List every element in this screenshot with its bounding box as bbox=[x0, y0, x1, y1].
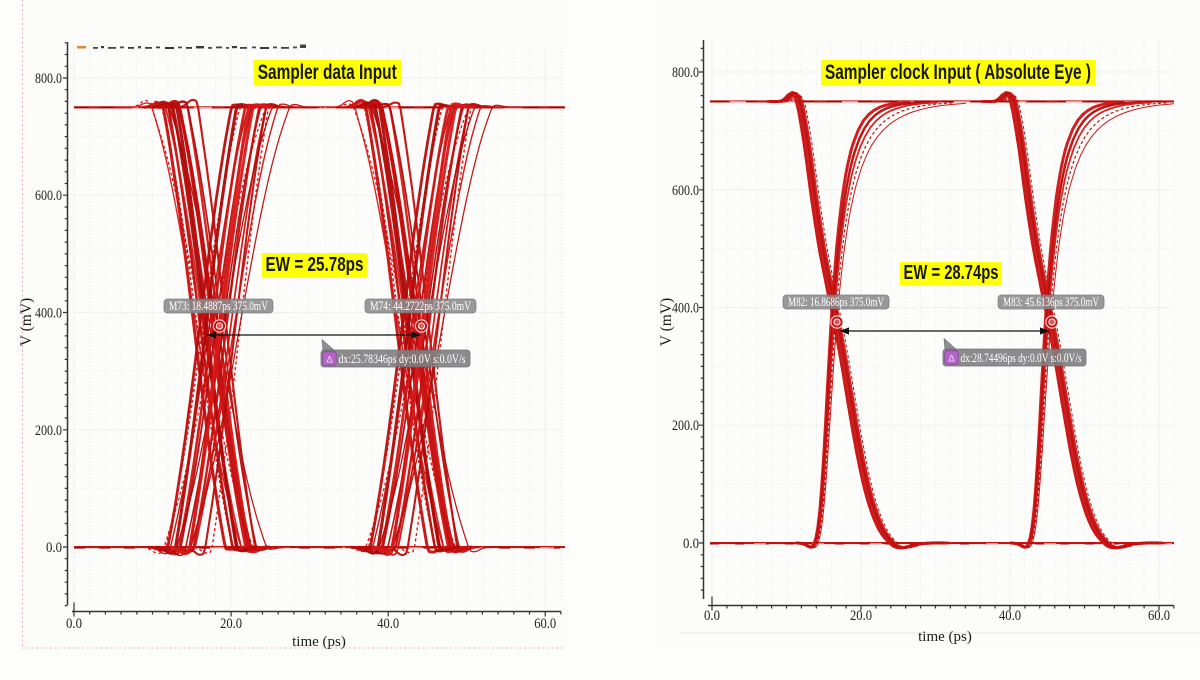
svg-text:Sampler clock Input ( Absolute: Sampler clock Input ( Absolute Eye ) bbox=[825, 61, 1091, 84]
svg-text:M74: 44.2722ps 375.0mV: M74: 44.2722ps 375.0mV bbox=[370, 299, 471, 313]
svg-text:800.0: 800.0 bbox=[35, 71, 62, 87]
svg-text:M83: 45.6136ps 375.0mV: M83: 45.6136ps 375.0mV bbox=[1003, 295, 1099, 309]
svg-text:EW = 28.74ps: EW = 28.74ps bbox=[904, 262, 999, 284]
svg-text:800.0: 800.0 bbox=[672, 65, 699, 81]
svg-text:60.0: 60.0 bbox=[534, 616, 556, 632]
svg-text:Sampler data Input: Sampler data Input bbox=[258, 61, 397, 84]
svg-text:400.0: 400.0 bbox=[35, 306, 62, 322]
svg-text:0.0: 0.0 bbox=[46, 540, 62, 556]
svg-text:600.0: 600.0 bbox=[35, 188, 62, 204]
svg-text:0.0: 0.0 bbox=[683, 536, 699, 552]
svg-text:Δ: Δ bbox=[326, 354, 333, 365]
svg-text:20.0: 20.0 bbox=[850, 608, 872, 624]
svg-text:time (ps): time (ps) bbox=[292, 634, 346, 650]
svg-text:0.0: 0.0 bbox=[704, 608, 720, 624]
svg-text:40.0: 40.0 bbox=[377, 616, 399, 632]
svg-text:600.0: 600.0 bbox=[672, 183, 699, 199]
svg-text:200.0: 200.0 bbox=[35, 423, 62, 439]
svg-text:V (mV): V (mV) bbox=[658, 298, 675, 346]
svg-text:60.0: 60.0 bbox=[1148, 608, 1170, 624]
svg-text:Δ: Δ bbox=[948, 353, 955, 364]
svg-text:dx:25.78346ps dy:0.0V s:0.0V/s: dx:25.78346ps dy:0.0V s:0.0V/s bbox=[339, 351, 466, 366]
svg-text:M82: 16.8686ps 375.0mV: M82: 16.8686ps 375.0mV bbox=[788, 295, 884, 309]
svg-text:V (mV): V (mV) bbox=[18, 298, 35, 346]
svg-text:40.0: 40.0 bbox=[999, 608, 1021, 624]
svg-text:EW = 25.78ps: EW = 25.78ps bbox=[266, 254, 364, 276]
svg-text:0.0: 0.0 bbox=[66, 616, 82, 632]
svg-text:time (ps): time (ps) bbox=[918, 629, 972, 645]
svg-text:20.0: 20.0 bbox=[220, 616, 242, 632]
svg-text:M73: 18.4887ps 375.0mV: M73: 18.4887ps 375.0mV bbox=[169, 299, 268, 313]
svg-text:400.0: 400.0 bbox=[672, 301, 699, 317]
svg-text:dx:28.74496ps dy:0.0V s:0.0V/s: dx:28.74496ps dy:0.0V s:0.0V/s bbox=[961, 350, 1082, 365]
svg-text:200.0: 200.0 bbox=[672, 418, 699, 434]
